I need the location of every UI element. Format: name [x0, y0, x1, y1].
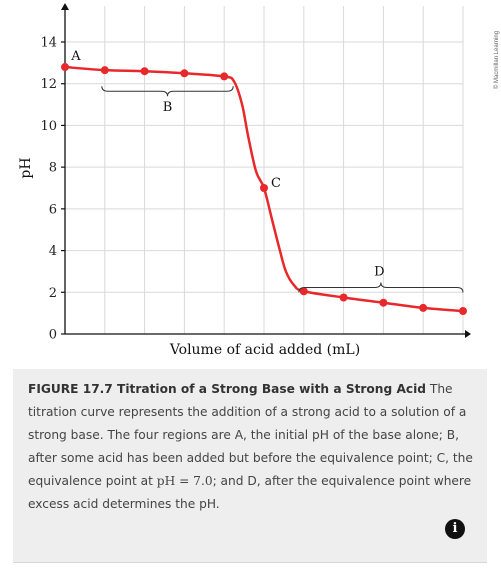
caption-text-end: ; and D, after the equivalence point whe… — [28, 474, 472, 511]
figure-caption-panel: FIGURE 17.7 Titration of a Strong Base w… — [13, 369, 487, 563]
y-tick-label: 4 — [49, 244, 57, 259]
data-point — [459, 307, 467, 316]
y-tick-labels: 0 2 4 6 8 10 12 14 — [40, 36, 65, 343]
copyright-credit: © Macmillan Learning — [493, 31, 500, 89]
caption-math: pH = 7.0 — [156, 474, 213, 488]
region-markers: A B C D — [70, 49, 464, 293]
data-point — [220, 72, 229, 81]
y-tick-label: 6 — [49, 202, 57, 217]
region-label-a: A — [70, 49, 81, 64]
data-point — [260, 184, 268, 192]
x-axis-title: Volume of acid added (mL) — [169, 342, 360, 358]
chart-grid — [65, 6, 464, 334]
y-tick-label: 14 — [40, 36, 57, 51]
region-label-c: C — [271, 176, 281, 191]
data-point — [419, 303, 428, 312]
chart-axes — [61, 3, 471, 338]
region-label-b: B — [163, 100, 173, 115]
region-b-brace — [101, 86, 234, 97]
data-point — [339, 293, 348, 302]
data-point — [379, 298, 388, 307]
data-points — [61, 63, 467, 316]
y-tick-label: 12 — [40, 77, 57, 92]
y-axis-arrow — [61, 3, 69, 10]
titration-chart: 0 2 4 6 8 10 12 14 A B C D pH Volume of acid added… — [18, 3, 500, 358]
figure-title: FIGURE 17.7 Titration of a Strong Base w… — [28, 382, 427, 396]
y-tick-label: 0 — [49, 328, 57, 343]
caption-text: The titration curve represents the addit… — [28, 382, 473, 488]
region-d-brace — [298, 282, 464, 293]
y-tick-label: 10 — [40, 119, 57, 134]
data-point — [140, 67, 149, 76]
x-axis-arrow — [465, 330, 471, 338]
figure-caption: FIGURE 17.7 Titration of a Strong Base w… — [28, 378, 473, 516]
info-button[interactable]: i — [445, 519, 465, 539]
y-tick-label: 8 — [49, 161, 57, 176]
y-tick-label: 2 — [49, 286, 57, 301]
data-point — [100, 66, 109, 75]
data-point — [180, 69, 189, 78]
y-axis-title: pH — [18, 157, 34, 178]
data-point — [299, 287, 308, 296]
data-point — [61, 63, 69, 72]
region-label-d: D — [374, 265, 384, 280]
